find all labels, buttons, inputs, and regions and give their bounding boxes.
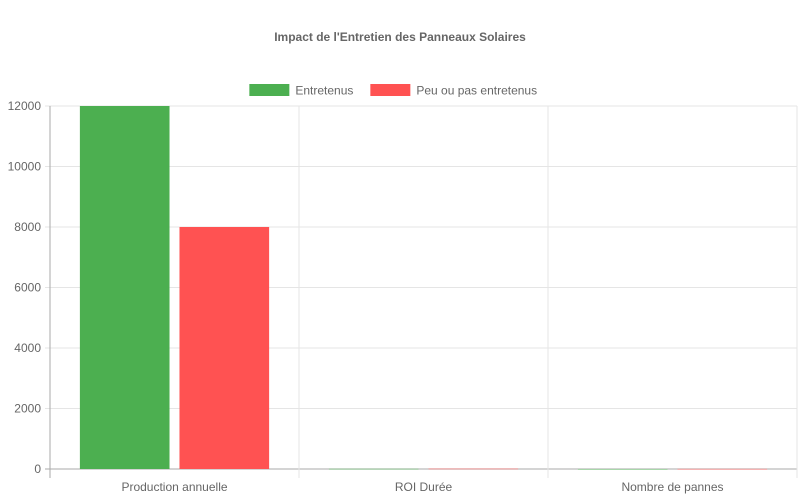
y-tick-label: 12000 bbox=[8, 99, 42, 113]
bar-entretenus bbox=[577, 468, 668, 470]
bar-peu-ou-pas-entretenus bbox=[428, 468, 519, 470]
legend-swatch bbox=[249, 84, 290, 96]
axes: 0 2000 4000 6000 8000 10000 12000 Production an… bbox=[8, 99, 724, 494]
x-tick-label: Production annuelle bbox=[121, 480, 227, 494]
x-tick-label: Nombre de pannes bbox=[621, 480, 723, 494]
bar-entretenus bbox=[328, 468, 419, 470]
y-tick-label: 4000 bbox=[14, 341, 41, 355]
x-tick-label: ROI Durée bbox=[395, 480, 453, 494]
bar-peu-ou-pas-entretenus bbox=[677, 468, 768, 470]
chart-title: Impact de l'Entretien des Panneaux Solai… bbox=[274, 30, 526, 44]
grid bbox=[45, 105, 798, 478]
legend-label: Peu ou pas entretenus bbox=[416, 84, 537, 98]
bar-peu-ou-pas-entretenus bbox=[179, 227, 270, 469]
y-tick-label: 8000 bbox=[14, 220, 41, 234]
bar-entretenus bbox=[79, 106, 170, 469]
y-tick-label: 6000 bbox=[14, 281, 41, 295]
legend-label: Entretenus bbox=[295, 84, 353, 98]
bars bbox=[79, 106, 768, 470]
y-tick-label: 0 bbox=[34, 462, 41, 476]
legend: Entretenus Peu ou pas entretenus bbox=[249, 84, 537, 98]
legend-swatch bbox=[370, 84, 411, 96]
y-tick-label: 10000 bbox=[8, 160, 42, 174]
y-tick-label: 2000 bbox=[14, 402, 41, 416]
